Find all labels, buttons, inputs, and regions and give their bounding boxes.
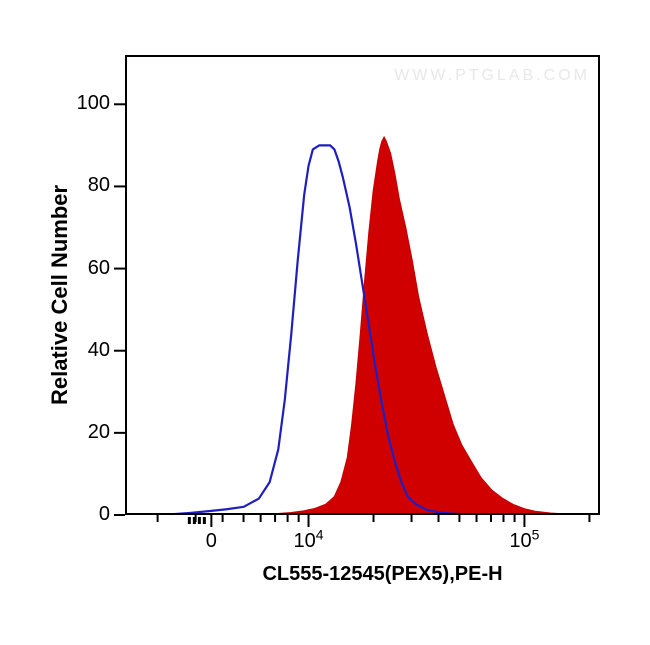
y-tick-label: 100 — [50, 92, 110, 115]
y-tick-label: 40 — [50, 339, 110, 362]
x-tick-label: 104 — [279, 530, 339, 553]
x-tick-label: 105 — [494, 530, 554, 553]
y-tick-label: 20 — [50, 421, 110, 444]
y-tick-label: 80 — [50, 174, 110, 197]
y-tick-label: 0 — [50, 503, 110, 526]
y-tick-label: 60 — [50, 257, 110, 280]
figure-container: WWW.PTGLAB.COM Relative Cell Number CL55… — [0, 0, 650, 645]
x-tick-label-zero: 0 — [196, 530, 226, 553]
